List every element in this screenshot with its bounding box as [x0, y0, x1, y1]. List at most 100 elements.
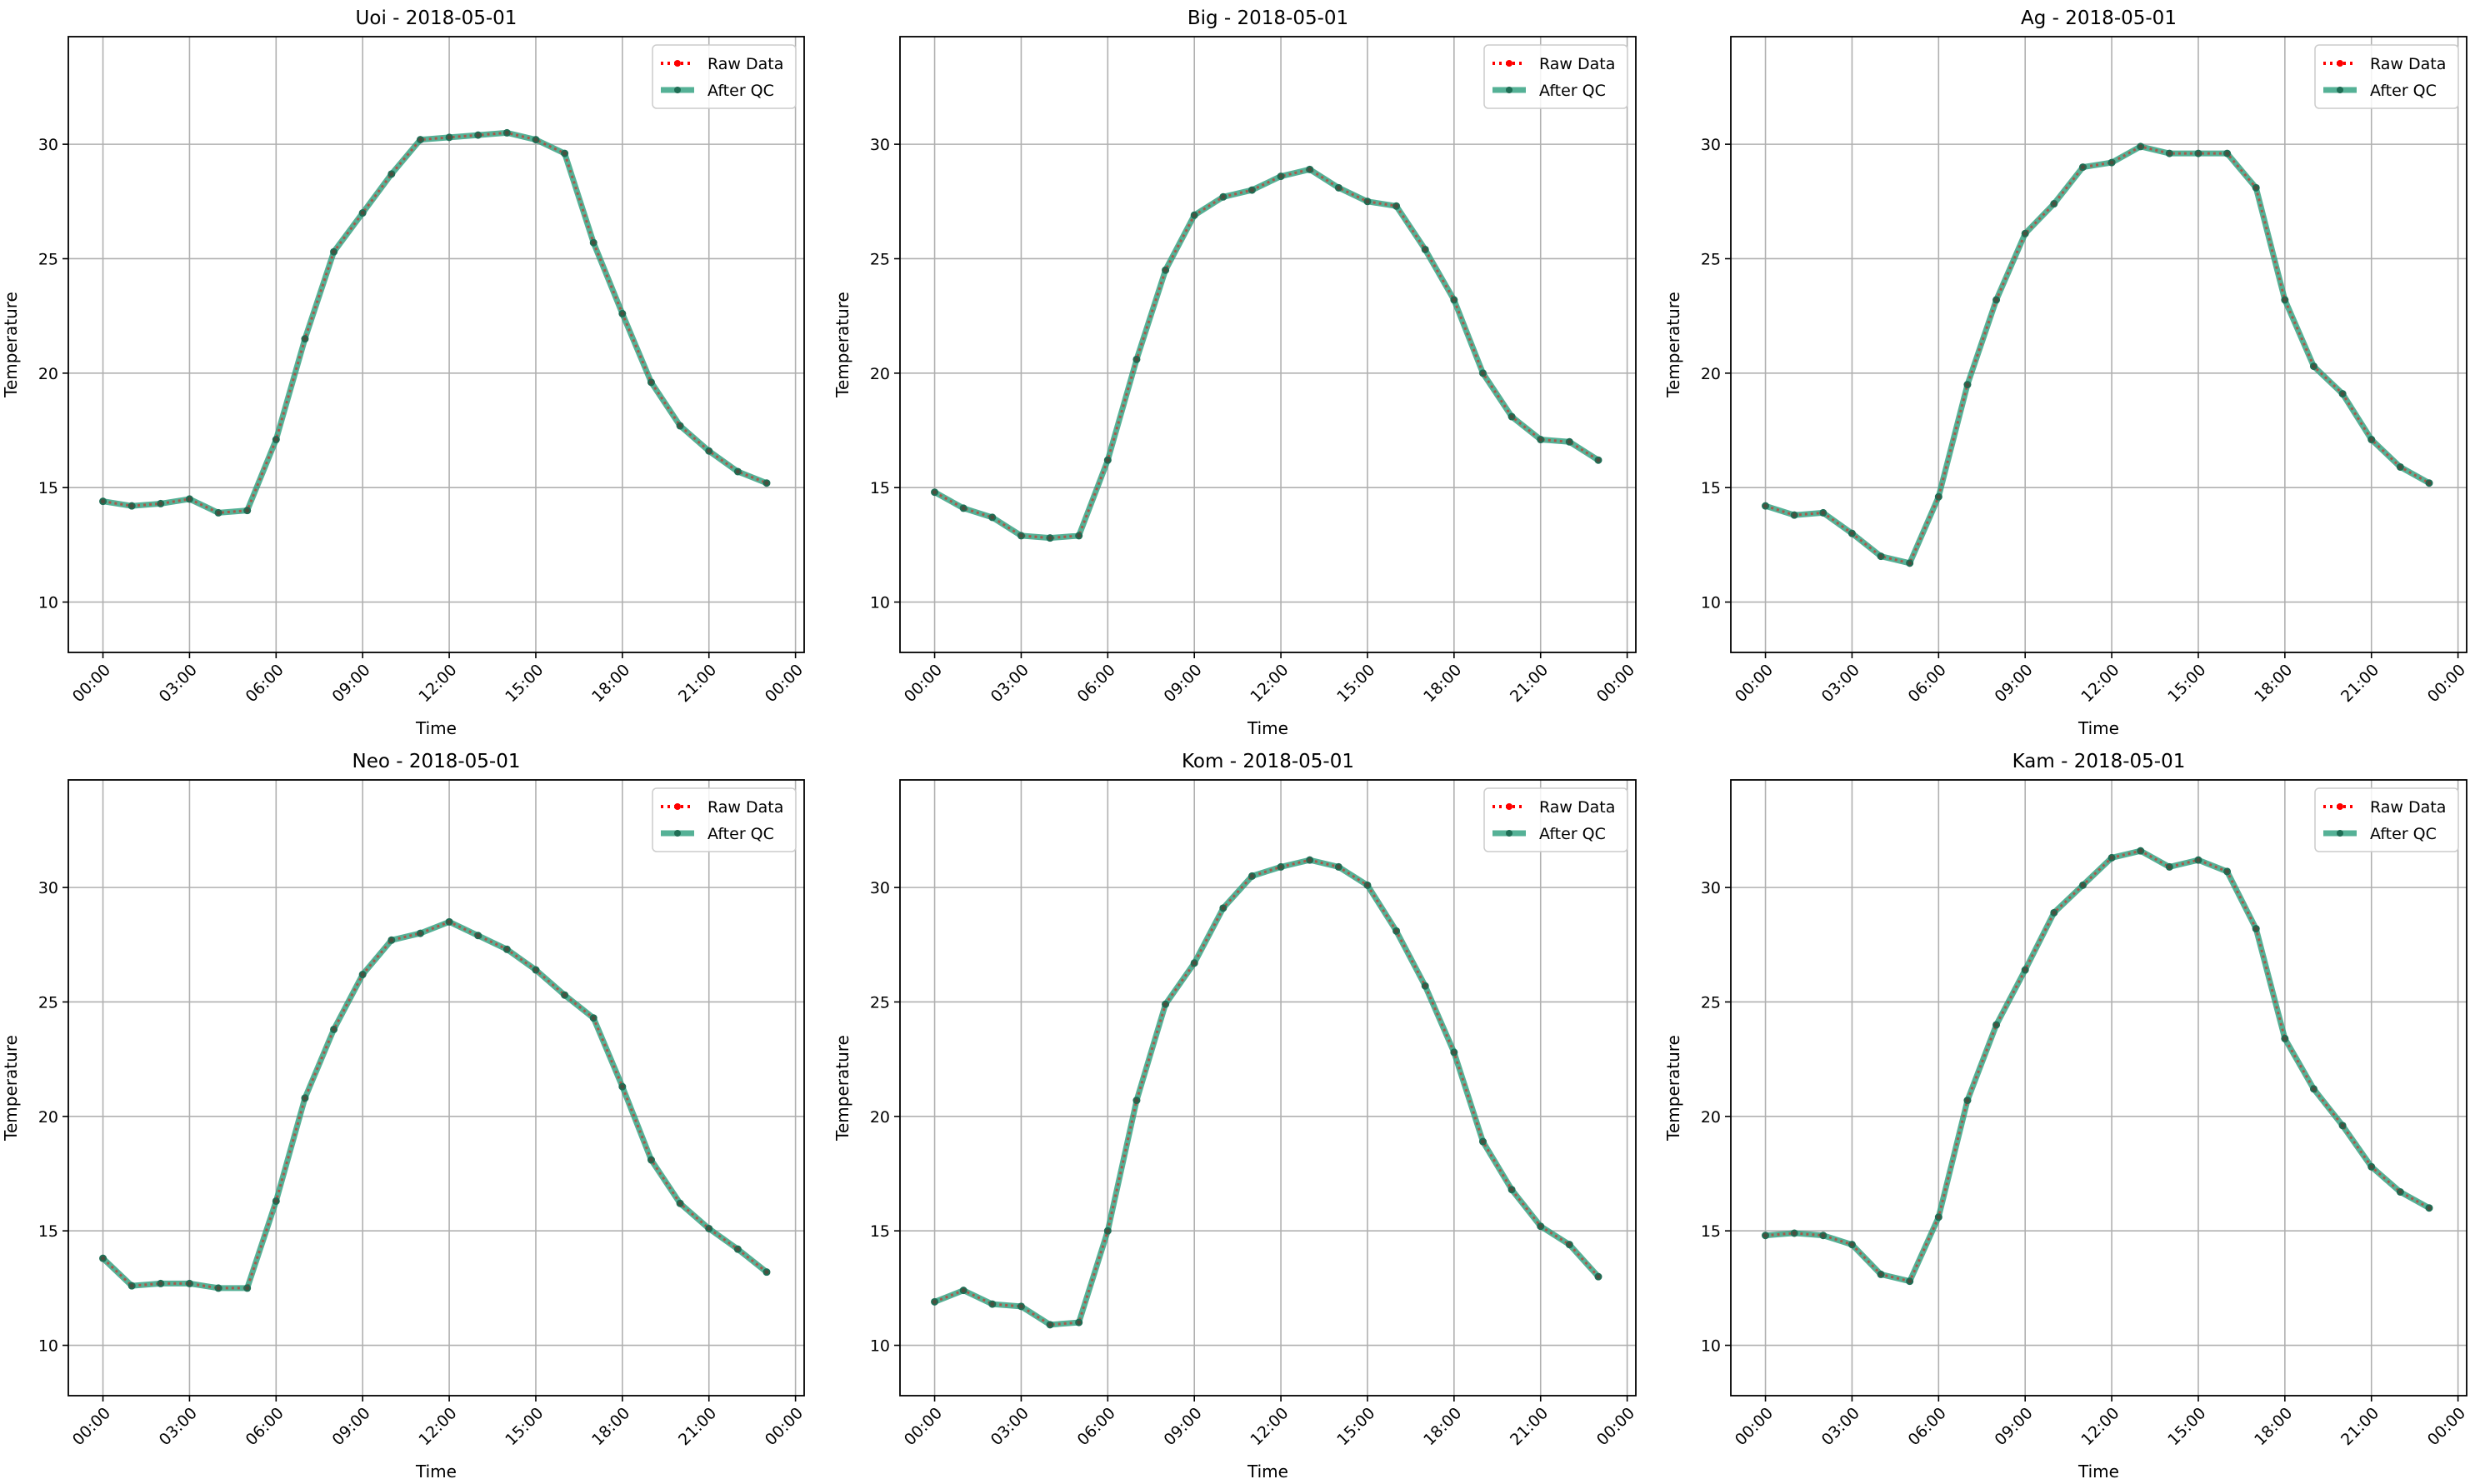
x-tick-label: 09:00	[1991, 661, 2036, 706]
raw-data-point	[332, 1027, 337, 1032]
raw-data-point	[1249, 873, 1254, 878]
raw-data-point	[533, 967, 538, 972]
legend-raw-label: Raw Data	[708, 798, 783, 817]
subplot-5: 00:00 03:00 06:00 09:00 12:00 15:00 18:00 21:00…	[1663, 751, 2469, 1482]
y-tick-label: 25	[1701, 993, 1721, 1012]
y-tick-label: 15	[38, 1222, 58, 1241]
legend-qc-label: After QC	[708, 82, 774, 100]
raw-data-point	[1994, 1022, 1999, 1027]
x-tick-label: 09:00	[328, 1404, 373, 1449]
legend-raw-label: Raw Data	[1539, 55, 1615, 73]
x-tick-label: 09:00	[1991, 1404, 2036, 1449]
plot-area	[900, 37, 1636, 652]
raw-data-point	[158, 1281, 163, 1286]
x-tick-label: 18:00	[2251, 661, 2296, 706]
raw-data-point	[1821, 1233, 1826, 1238]
raw-data-point	[1878, 1272, 1883, 1277]
raw-data-point	[678, 1201, 682, 1206]
raw-data-point	[216, 510, 221, 515]
subplot-title: Big - 2018-05-01	[1188, 7, 1348, 29]
raw-data-point	[2282, 1036, 2288, 1041]
x-tick-label: 03:00	[156, 1404, 201, 1449]
after-qc-line	[101, 918, 769, 1292]
raw-data-point	[562, 992, 568, 997]
raw-data-point	[447, 919, 452, 924]
x-tick-label: 21:00	[675, 661, 720, 706]
raw-data-point	[1077, 533, 1082, 538]
y-tick-label: 20	[38, 1108, 58, 1127]
y-tick-label: 25	[870, 250, 890, 268]
raw-data-point	[1192, 212, 1197, 217]
raw-data-point	[1538, 1224, 1543, 1229]
x-tick-label: 00:00	[69, 1404, 114, 1449]
raw-data-point	[1365, 882, 1370, 887]
legend-raw-label: Raw Data	[2370, 55, 2446, 73]
x-axis-label: Time	[2078, 1462, 2119, 1482]
y-tick-label: 10	[38, 594, 58, 612]
raw-data-point	[1018, 1304, 1023, 1309]
raw-data-point	[187, 497, 192, 502]
x-tick-label: 18:00	[1420, 1404, 1465, 1449]
raw-data-point	[648, 380, 653, 385]
plot-area	[68, 37, 804, 652]
x-tick-label: 00:00	[2424, 661, 2469, 706]
legend-raw-marker	[1506, 60, 1512, 67]
raw-data-point	[961, 1288, 966, 1293]
raw-data-point	[932, 1299, 938, 1304]
raw-data-point	[707, 1226, 712, 1231]
y-tick-label: 25	[1701, 250, 1721, 268]
raw-data-point	[932, 490, 938, 495]
raw-data-point	[1422, 983, 1428, 988]
x-tick-label: 00:00	[901, 1404, 946, 1449]
plot-area	[900, 780, 1636, 1396]
raw-data-point	[1792, 512, 1797, 517]
raw-data-point	[648, 1157, 653, 1162]
x-tick-label: 15:00	[2164, 1404, 2209, 1449]
raw-data-point	[2427, 481, 2432, 486]
x-tick-label: 15:00	[502, 661, 547, 706]
raw-data-point	[1249, 187, 1254, 192]
raw-data-point	[2225, 151, 2230, 156]
raw-data-point	[1018, 533, 1023, 538]
raw-data-point	[1908, 1279, 1912, 1284]
raw-data-point	[504, 130, 509, 135]
raw-data-point	[678, 423, 682, 428]
legend-raw-marker	[674, 803, 681, 810]
legend-qc-label: After QC	[1539, 825, 1606, 843]
plot-area	[68, 780, 804, 1396]
x-axis-label: Time	[1247, 718, 1288, 738]
raw-data-point	[2340, 392, 2345, 397]
raw-data-point	[1965, 1098, 1970, 1103]
x-tick-label: 00:00	[2424, 1404, 2469, 1449]
raw-data-point	[418, 137, 422, 142]
y-axis-label: Temperature	[1663, 292, 1683, 398]
raw-data-point	[1849, 1242, 1854, 1247]
subplot-1: 00:00 03:00 06:00 09:00 12:00 15:00 18:00 21:00…	[832, 7, 1638, 738]
raw-data-point	[129, 503, 134, 508]
raw-data-line	[933, 858, 1600, 1327]
legend: Raw Data After QC	[1483, 44, 1628, 109]
subplot-title: Kom - 2018-05-01	[1182, 751, 1354, 772]
raw-data-point	[1567, 1242, 1572, 1247]
x-tick-label: 15:00	[1333, 661, 1378, 706]
raw-data-point	[1077, 1320, 1082, 1325]
after-qc-line	[932, 166, 1600, 542]
raw-data-point	[418, 931, 422, 936]
raw-data-point	[764, 1270, 769, 1275]
raw-data-point	[1048, 536, 1052, 541]
raw-data-point	[1163, 1002, 1168, 1007]
axes-frame	[1730, 779, 2468, 1397]
raw-data-point	[1821, 510, 1826, 515]
raw-data-point	[101, 499, 106, 504]
raw-data-point	[1480, 1139, 1485, 1144]
subplot-4: 00:00 03:00 06:00 09:00 12:00 15:00 18:00 21:00…	[832, 751, 1638, 1482]
raw-data-point	[1278, 864, 1283, 869]
raw-data-point	[961, 506, 966, 511]
subplot-title: Neo - 2018-05-01	[352, 751, 520, 772]
legend-qc-label: After QC	[2370, 82, 2437, 100]
raw-data-point	[389, 172, 394, 177]
legend: Raw Data After QC	[2314, 787, 2459, 852]
raw-data-point	[1422, 247, 1428, 252]
raw-data-point	[360, 972, 365, 977]
raw-data-point	[1134, 357, 1139, 362]
